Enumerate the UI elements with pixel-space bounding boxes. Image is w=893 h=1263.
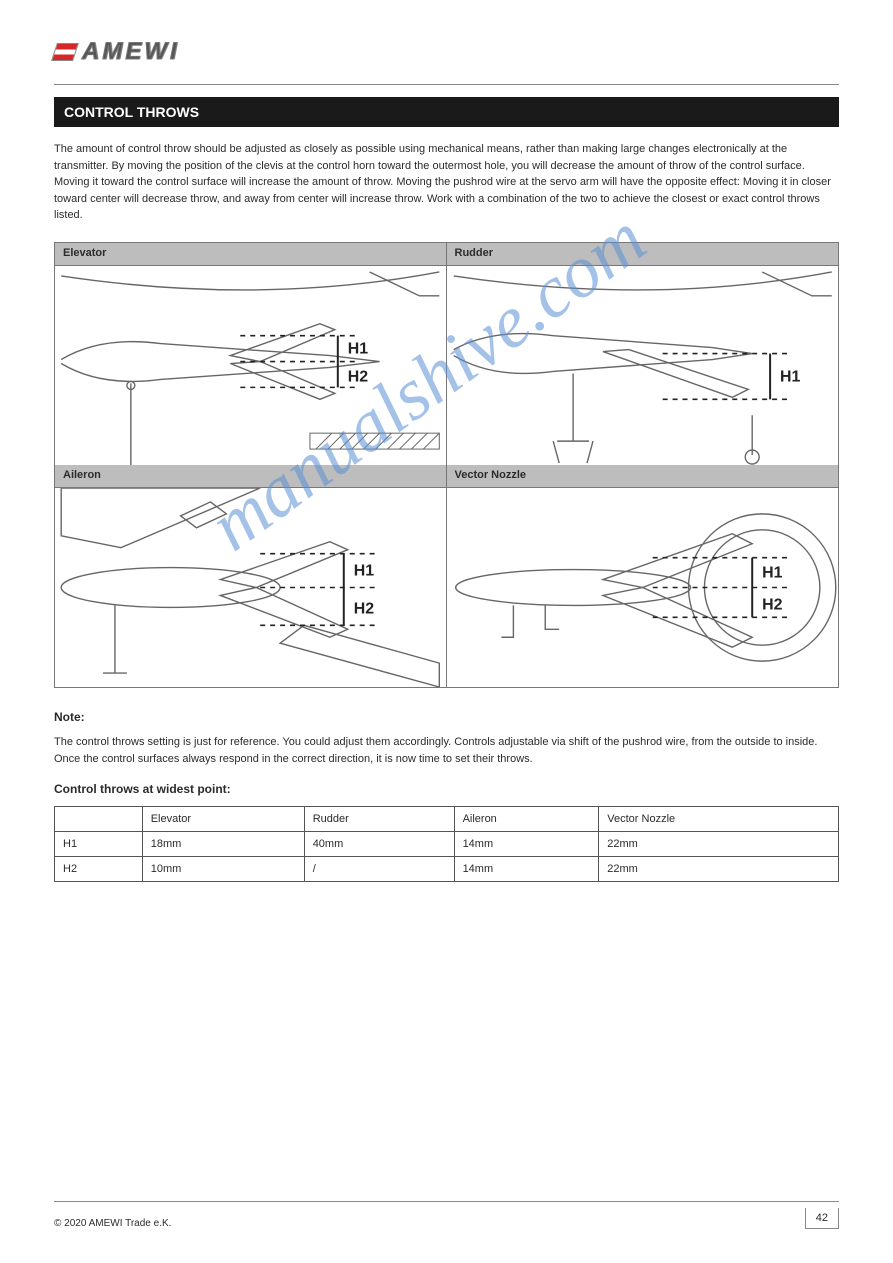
table-cell: 40mm (304, 831, 454, 856)
section-title: CONTROL THROWS (54, 97, 839, 127)
table-cell: H2 (55, 856, 143, 881)
diagram-grid: Elevator Rudder (54, 242, 839, 688)
diagram-vector-nozzle: H1 H2 (447, 487, 839, 687)
diagram-header-vector: Vector Nozzle (447, 465, 839, 487)
diagram-elevator: H1 H2 (55, 265, 447, 465)
table-caption: Control throws at widest point: (54, 782, 839, 796)
table-row: H2 10mm / 14mm 22mm (55, 856, 839, 881)
logo-flag-icon (51, 43, 79, 61)
page-footer: © 2020 AMEWI Trade e.K. 42 (54, 1201, 839, 1229)
marker-h2: H2 (762, 596, 782, 613)
diagram-header-aileron: Aileron (55, 465, 447, 487)
header-divider (54, 84, 839, 85)
throws-table: Elevator Rudder Aileron Vector Nozzle H1… (54, 806, 839, 882)
table-cell: 22mm (599, 856, 839, 881)
table-cell: Rudder (304, 806, 454, 831)
table-cell: Vector Nozzle (599, 806, 839, 831)
table-cell: 14mm (454, 831, 599, 856)
diagram-aileron: H1 H2 (55, 487, 447, 687)
note-title: Note: (54, 710, 839, 724)
marker-h2: H2 (354, 600, 374, 617)
table-cell (55, 806, 143, 831)
table-cell: 18mm (142, 831, 304, 856)
page-number: 42 (805, 1208, 839, 1229)
table-cell: / (304, 856, 454, 881)
table-cell: Aileron (454, 806, 599, 831)
marker-h1: H1 (762, 564, 782, 581)
table-cell: H1 (55, 831, 143, 856)
table-row: H1 18mm 40mm 14mm 22mm (55, 831, 839, 856)
marker-h1: H1 (354, 562, 374, 579)
table-cell: Elevator (142, 806, 304, 831)
marker-h1: H1 (780, 368, 800, 385)
table-row: Elevator Rudder Aileron Vector Nozzle (55, 806, 839, 831)
table-cell: 10mm (142, 856, 304, 881)
diagram-header-elevator: Elevator (55, 243, 447, 265)
table-cell: 22mm (599, 831, 839, 856)
note-body: The control throws setting is just for r… (54, 734, 839, 768)
table-cell: 14mm (454, 856, 599, 881)
diagram-rudder: H1 (447, 265, 839, 465)
intro-paragraph: The amount of control throw should be ad… (54, 141, 839, 224)
diagram-header-rudder: Rudder (447, 243, 839, 265)
marker-h1: H1 (348, 340, 368, 357)
marker-h2: H2 (348, 368, 368, 385)
copyright: © 2020 AMEWI Trade e.K. (54, 1218, 171, 1229)
brand-name: AMEWI (82, 38, 180, 66)
brand-logo: AMEWI (54, 38, 839, 66)
